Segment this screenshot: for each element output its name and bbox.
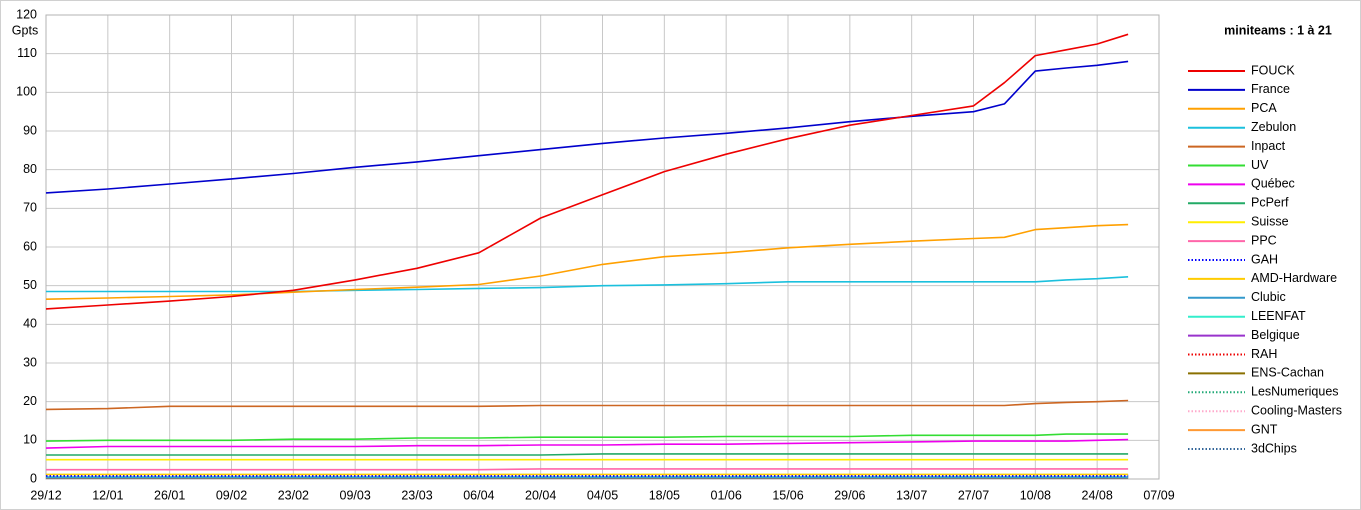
x-tick-label: 01/06: [711, 488, 742, 502]
legend-label: 3dChips: [1251, 441, 1297, 455]
legend-label: LesNumeriques: [1251, 385, 1339, 399]
y-tick-label: 100: [16, 85, 37, 99]
x-tick-label: 13/07: [896, 488, 927, 502]
series-line: [45, 33, 1129, 310]
y-tick-label: 90: [23, 123, 37, 137]
x-tick-label: 18/05: [649, 488, 680, 502]
series-line: [46, 453, 1129, 456]
legend-label: GAH: [1251, 252, 1278, 266]
y-tick-label: 10: [23, 433, 37, 447]
series-line: [45, 399, 1129, 411]
x-tick-label: 07/09: [1143, 488, 1174, 502]
y-tick-label: 120: [16, 7, 37, 21]
y-tick-label: 70: [23, 201, 37, 215]
x-tick-label: 09/02: [216, 488, 247, 502]
x-tick-label: 15/06: [772, 488, 803, 502]
x-tick-label: 23/02: [278, 488, 309, 502]
x-tick-label: 12/01: [92, 488, 123, 502]
legend-label: FOUCK: [1251, 63, 1295, 77]
legend-label: Inpact: [1251, 139, 1286, 153]
y-tick-label: 40: [23, 317, 37, 331]
legend-label: Québec: [1251, 177, 1295, 191]
legend-label: Belgique: [1251, 328, 1300, 342]
series-line: [45, 433, 1129, 442]
legend-label: ENS-Cachan: [1251, 366, 1324, 380]
legend-label: LEENFAT: [1251, 309, 1306, 323]
y-tick-label: 0: [30, 471, 37, 485]
legend-label: PCA: [1251, 101, 1277, 115]
x-tick-label: 09/03: [340, 488, 371, 502]
y-tick-label: 50: [23, 278, 37, 292]
x-tick-label: 27/07: [958, 488, 989, 502]
legend-label: GNT: [1251, 422, 1278, 436]
y-tick-label: 20: [23, 394, 37, 408]
y-tick-label: 110: [17, 46, 37, 60]
legend-label: RAH: [1251, 347, 1277, 361]
series-line: [46, 276, 1129, 293]
series-line: [45, 60, 1129, 194]
legend-label: UV: [1251, 158, 1269, 172]
legend-label: Suisse: [1251, 214, 1289, 228]
x-tick-label: 20/04: [525, 488, 556, 502]
legend-label: Clubic: [1251, 290, 1286, 304]
y-tick-label: 60: [23, 239, 37, 253]
x-tick-label: 26/01: [154, 488, 185, 502]
y-tick-label: 80: [23, 162, 37, 176]
x-tick-label: 29/12: [30, 488, 61, 502]
legend-label: France: [1251, 82, 1290, 96]
legend-label: Cooling-Masters: [1251, 403, 1342, 417]
legend-label: PcPerf: [1251, 196, 1289, 210]
x-tick-label: 04/05: [587, 488, 618, 502]
y-tick-label: 30: [23, 355, 37, 369]
x-tick-label: 23/03: [401, 488, 432, 502]
x-tick-label: 24/08: [1082, 488, 1113, 502]
series-line: [45, 438, 1129, 449]
x-tick-label: 06/04: [463, 488, 494, 502]
legend-label: AMD-Hardware: [1251, 271, 1337, 285]
y-axis-label: Gpts: [12, 23, 38, 37]
x-tick-label: 10/08: [1020, 488, 1051, 502]
legend-title: miniteams : 1 à 21: [1224, 23, 1332, 37]
series-line: [46, 468, 1129, 471]
legend-label: Zebulon: [1251, 120, 1296, 134]
x-tick-label: 29/06: [834, 488, 865, 502]
legend-label: PPC: [1251, 233, 1277, 247]
